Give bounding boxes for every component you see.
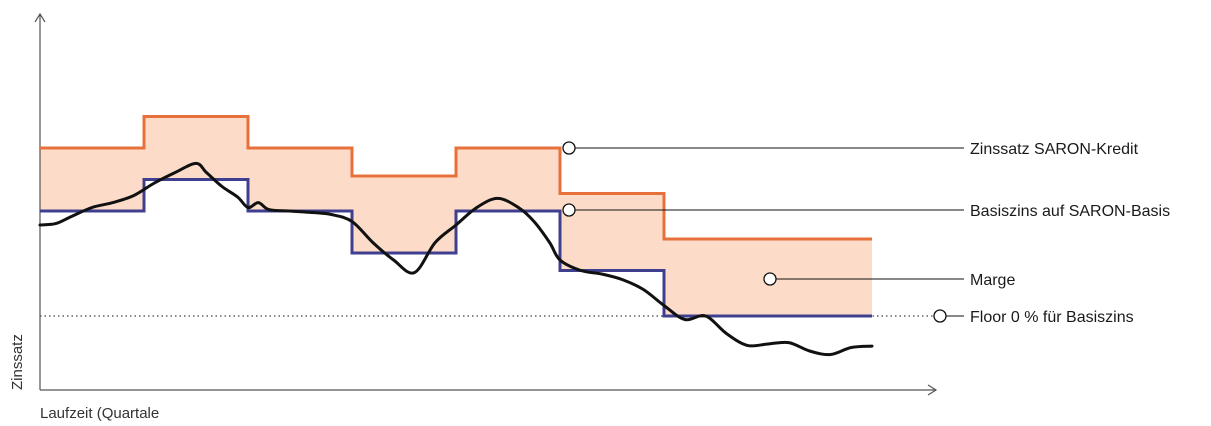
series-layer — [38, 115, 874, 357]
x-axis-label: Laufzeit (Quartale — [40, 405, 159, 422]
y-axis-label: Zinssatz — [9, 334, 26, 390]
callout-marker — [562, 141, 576, 155]
callout-1: Zinssatz SARON-Kredit — [562, 141, 1139, 158]
callout-marker — [763, 272, 777, 286]
callout-label: Marge — [970, 272, 1015, 289]
x-axis-arrow — [927, 384, 938, 396]
callout-4: Floor 0 % für Basiszins — [933, 309, 1134, 326]
y-axis-arrow — [34, 12, 46, 23]
callout-label: Basiszins auf SARON-Basis — [970, 203, 1170, 220]
series-line-kredit — [40, 115, 872, 241]
callout-label: Zinssatz SARON-Kredit — [970, 141, 1139, 158]
series-line-basiszins — [40, 178, 872, 318]
callout-3: Marge — [763, 272, 1015, 289]
axes — [34, 12, 940, 396]
callout-marker — [562, 203, 576, 217]
callout-marker — [933, 309, 947, 323]
series-line-saron — [38, 161, 874, 357]
callout-layer: Zinssatz SARON-Kredit Basiszins auf SARON… — [562, 141, 1170, 326]
callout-label: Floor 0 % für Basiszins — [970, 309, 1134, 326]
callout-2: Basiszins auf SARON-Basis — [562, 203, 1170, 220]
